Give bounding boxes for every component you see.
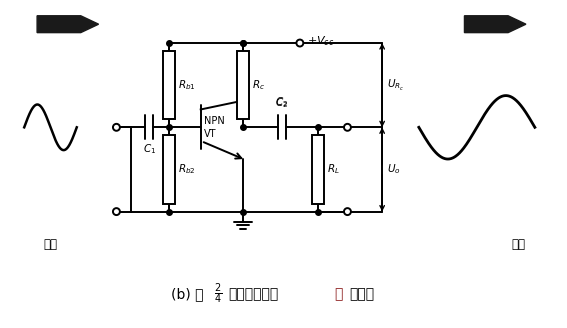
Bar	[312, 135, 324, 204]
Text: 的状态: 的状态	[349, 287, 375, 301]
Bar	[163, 51, 175, 119]
Circle shape	[344, 124, 351, 131]
Text: $C_1$: $C_1$	[142, 142, 156, 156]
Text: 周期时输出信: 周期时输出信	[229, 287, 279, 301]
Bar	[163, 135, 175, 204]
Text: $+V_{cc}$: $+V_{cc}$	[307, 34, 334, 48]
Text: 号: 号	[335, 287, 343, 301]
Text: $U_{R_c}$: $U_{R_c}$	[387, 78, 404, 93]
Text: $R_L$: $R_L$	[327, 163, 340, 176]
Text: $R_{b1}$: $R_{b1}$	[178, 78, 196, 92]
Text: NPN
VT: NPN VT	[204, 116, 225, 138]
Text: $R_{b2}$: $R_{b2}$	[178, 163, 196, 176]
Text: 输出: 输出	[511, 238, 525, 251]
FancyArrow shape	[37, 16, 99, 32]
Text: (b) 第: (b) 第	[171, 287, 204, 301]
Text: $R_c$: $R_c$	[252, 78, 265, 92]
Circle shape	[113, 124, 120, 131]
Text: $C_2$: $C_2$	[276, 97, 289, 111]
Circle shape	[297, 40, 303, 47]
Text: $\frac{2}{4}$: $\frac{2}{4}$	[214, 282, 222, 306]
Text: $C_2$: $C_2$	[276, 96, 289, 110]
Text: $U_{o}$: $U_{o}$	[387, 163, 401, 176]
Circle shape	[113, 208, 120, 215]
FancyArrow shape	[464, 16, 526, 32]
Text: 输入: 输入	[43, 238, 57, 251]
Bar	[238, 51, 249, 119]
Circle shape	[344, 208, 351, 215]
